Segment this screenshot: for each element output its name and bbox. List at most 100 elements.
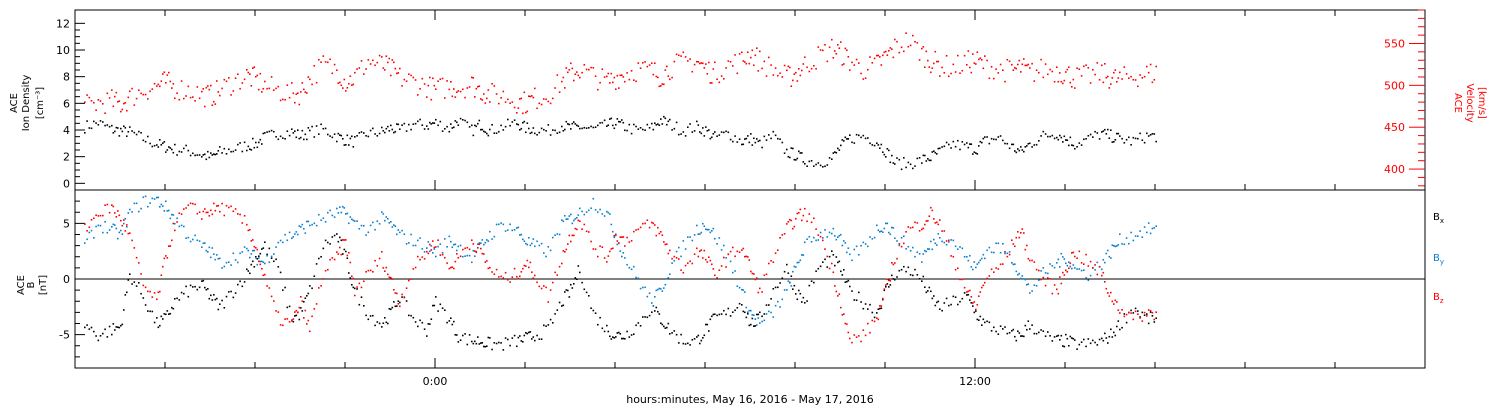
b-by-point <box>774 304 777 307</box>
b-by-point <box>748 309 751 312</box>
b-bx-point <box>618 331 620 334</box>
velocity-point <box>729 61 732 63</box>
velocity-point <box>123 102 125 105</box>
b-bx-point <box>577 265 580 267</box>
density-point <box>412 123 415 125</box>
density-point <box>1147 135 1150 137</box>
velocity-point <box>939 75 941 77</box>
b-bz-point <box>517 277 520 280</box>
velocity-point <box>718 81 721 84</box>
b-bz-point <box>187 204 190 206</box>
b-bz-point <box>588 231 590 233</box>
b-bz-point <box>1026 244 1028 247</box>
b-bx-point <box>838 260 841 263</box>
b-bz-point <box>472 243 475 245</box>
density-point <box>493 132 496 134</box>
density-point <box>795 159 797 161</box>
b-bz-point <box>831 262 833 265</box>
b-bz-point <box>516 275 518 278</box>
b-bz-point <box>298 306 301 309</box>
density-point <box>450 123 452 125</box>
density-point <box>613 127 616 130</box>
b-bz-point <box>592 248 595 250</box>
b-by-point <box>522 238 524 241</box>
b-bz-point <box>410 278 412 280</box>
b-bx-point <box>558 301 561 304</box>
b-bz-point <box>336 251 338 253</box>
b-by-point <box>221 267 223 269</box>
b-bx-point <box>619 333 622 335</box>
b-bz-point <box>950 255 952 257</box>
velocity-point <box>439 78 442 80</box>
b-bz-point <box>931 209 934 212</box>
velocity-point <box>925 50 928 53</box>
b-bx-point <box>1111 336 1114 338</box>
density-point <box>270 129 273 132</box>
density-point <box>838 149 841 151</box>
b-by-point <box>577 214 580 216</box>
density-point <box>157 146 160 148</box>
velocity-point <box>556 74 559 76</box>
velocity-point <box>624 80 626 83</box>
velocity-point <box>176 92 178 94</box>
density-point <box>1020 146 1022 148</box>
b-bz-point <box>1116 301 1118 303</box>
b-by-point <box>1155 225 1157 227</box>
b-by-point <box>1014 263 1016 265</box>
velocity-point <box>921 47 923 50</box>
velocity-point <box>169 80 172 83</box>
velocity-point <box>667 75 670 77</box>
b-bz-point <box>883 288 886 290</box>
b-by-point <box>115 227 118 230</box>
velocity-point <box>860 72 862 75</box>
velocity-point <box>121 108 124 111</box>
velocity-point <box>230 94 232 96</box>
velocity-point <box>504 101 507 103</box>
density-point <box>837 147 839 150</box>
velocity-point <box>258 88 260 91</box>
velocity-point <box>477 85 479 88</box>
b-bx-point <box>933 295 935 297</box>
density-point <box>607 124 610 126</box>
b-bz-point <box>798 212 800 214</box>
b-by-point <box>230 264 232 266</box>
b-by-point <box>1026 284 1028 286</box>
b-bz-point <box>661 234 664 236</box>
density-point <box>1021 149 1024 151</box>
density-point <box>654 122 656 124</box>
b-bx-point <box>801 301 803 303</box>
b-by-point <box>702 222 704 225</box>
b-by-point <box>284 233 286 236</box>
b-bz-point <box>873 320 876 323</box>
density-tick-label: 12 <box>56 17 70 30</box>
density-point <box>237 143 239 146</box>
density-point <box>860 136 862 139</box>
b-by-point <box>554 234 556 236</box>
b-bx-point <box>561 305 563 307</box>
density-point <box>876 142 878 144</box>
density-point <box>751 144 754 146</box>
velocity-point <box>300 91 302 93</box>
b-bx-point <box>562 304 565 307</box>
velocity-point <box>789 66 791 69</box>
b-by-point <box>322 217 325 219</box>
b-bx-point <box>969 299 971 301</box>
density-point <box>124 127 127 129</box>
b-bx-point <box>702 337 704 339</box>
b-bz-point <box>885 284 887 286</box>
density-point <box>439 120 442 123</box>
b-bx-point <box>282 289 284 291</box>
b-bz-point <box>104 204 106 206</box>
b-by-point <box>905 248 907 250</box>
b-bz-point <box>840 306 842 309</box>
density-point <box>159 139 161 141</box>
velocity-point <box>948 75 950 78</box>
b-bz-point <box>185 207 187 209</box>
b-bz-point <box>1024 248 1027 251</box>
b-by-point <box>405 243 408 245</box>
b-bx-point <box>661 323 664 326</box>
b-by-point <box>1060 252 1063 255</box>
b-by-point <box>93 237 95 239</box>
density-point <box>558 131 561 134</box>
b-bx-point <box>1066 337 1069 340</box>
